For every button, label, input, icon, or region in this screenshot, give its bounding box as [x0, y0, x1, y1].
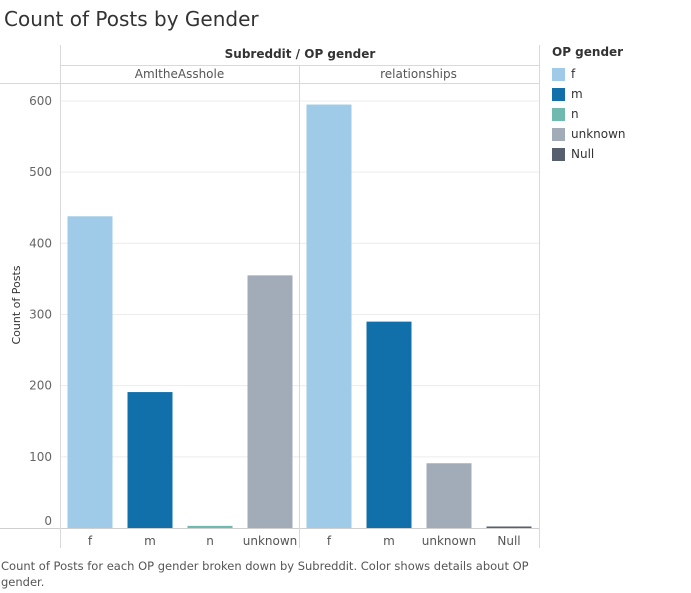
bar [366, 321, 412, 528]
x-tick-label: f [88, 534, 93, 548]
y-tick-label: 400 [29, 236, 52, 250]
legend-label: Null [571, 147, 595, 161]
y-tick-label: 600 [29, 94, 52, 108]
y-tick-label: 100 [29, 450, 52, 464]
legend-label: m [571, 87, 583, 101]
legend-title: OP gender [552, 45, 624, 59]
legend-item[interactable]: unknown [552, 124, 626, 144]
legend-swatch [552, 67, 565, 81]
x-tick-label: unknown [422, 534, 477, 548]
bar [187, 525, 233, 528]
bar [306, 104, 352, 528]
panel-title: AmItheAsshole [135, 67, 225, 81]
legend-item[interactable]: Null [552, 144, 626, 164]
x-tick-label: n [206, 534, 214, 548]
x-tick-label: unknown [243, 534, 298, 548]
legend-swatch [552, 127, 565, 141]
legend-label: f [571, 67, 576, 81]
bar [247, 275, 293, 528]
legend-swatch [552, 87, 565, 101]
x-tick-label: Null [497, 534, 520, 548]
legend-swatch [552, 147, 565, 161]
y-tick-label: 300 [29, 308, 52, 322]
legend-label: unknown [571, 127, 626, 141]
y-tick-label: 0 [44, 514, 52, 528]
x-tick-label: m [383, 534, 395, 548]
y-tick-label: 200 [29, 379, 52, 393]
bar [67, 216, 113, 529]
y-axis-title: Count of Posts [10, 265, 23, 344]
bar [486, 526, 532, 528]
bar-chart: 0 100 200 300 400 500 600 Count of Posts Subredd… [0, 45, 540, 548]
legend-item[interactable]: f [552, 64, 626, 84]
column-header: Subreddit / OP gender [225, 47, 376, 61]
panel-title: relationships [380, 67, 457, 81]
legend: OP gender f m n unknown Null [552, 45, 626, 164]
chart-caption: Count of Posts for each OP gender broken… [1, 559, 529, 589]
legend-item[interactable]: n [552, 104, 626, 124]
legend-item[interactable]: m [552, 84, 626, 104]
x-tick-label: m [144, 534, 156, 548]
bar [127, 392, 173, 528]
x-tick-label: f [327, 534, 332, 548]
bar [426, 463, 472, 528]
legend-swatch [552, 107, 565, 121]
legend-label: n [571, 107, 579, 121]
y-tick-label: 500 [29, 165, 52, 179]
chart-title: Count of Posts by Gender [4, 7, 259, 31]
